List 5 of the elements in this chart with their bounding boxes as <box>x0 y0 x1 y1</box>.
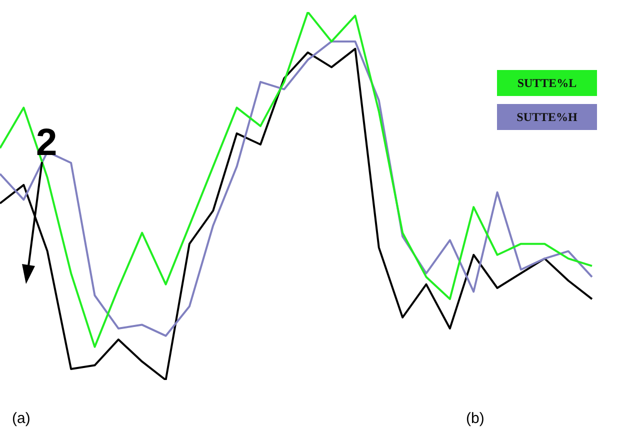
text: SUTTE%H <box>497 104 597 130</box>
text: (a) <box>12 410 30 427</box>
annotation: 2 <box>36 122 58 165</box>
text: SUTTE%L <box>497 70 597 96</box>
text: (b) <box>466 410 484 427</box>
